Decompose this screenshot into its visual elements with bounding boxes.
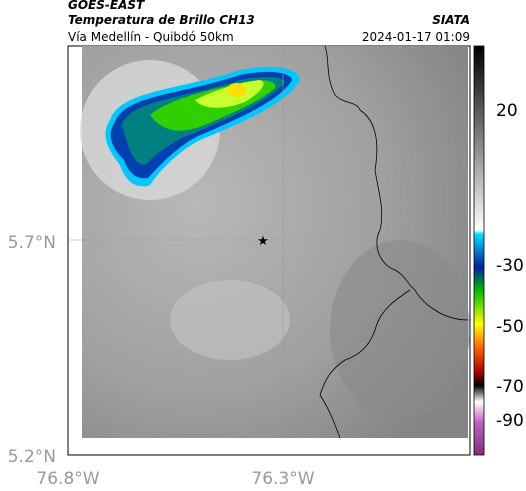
colorbar-tick-label: -90 (496, 411, 524, 431)
colorbar-tick-label: 20 (496, 101, 518, 121)
cold-cloud (227, 83, 247, 97)
colorbar-scale (473, 45, 485, 456)
lat-tick-label: 5.7°N (8, 233, 56, 253)
colorbar-tick-label: -70 (496, 377, 524, 397)
cloud-haze (170, 280, 290, 360)
source: SIATA (432, 13, 470, 27)
lat-tick-label: 5.2°N (8, 447, 56, 467)
map: ★ (67, 45, 471, 456)
border (319, 289, 411, 439)
product: Temperatura de Brillo CH13 (68, 13, 255, 27)
region: Vía Medellín - Quibdó 50km (68, 30, 234, 44)
colorbar-tick-label: -30 (496, 256, 524, 276)
satellite: GOES-EAST (68, 0, 145, 12)
colorbar-tick-label: -50 (496, 317, 524, 337)
colorbar: 20 -30 -50 -70 -90 (473, 45, 524, 456)
city-marker: ★ (257, 234, 269, 249)
border (324, 45, 469, 321)
lon-tick-label: 76.3°W (251, 469, 314, 489)
lon-tick-label: 76.8°W (36, 469, 99, 489)
cloud-haze (330, 240, 470, 420)
datetime: 2024-01-17 01:09 (362, 30, 470, 44)
